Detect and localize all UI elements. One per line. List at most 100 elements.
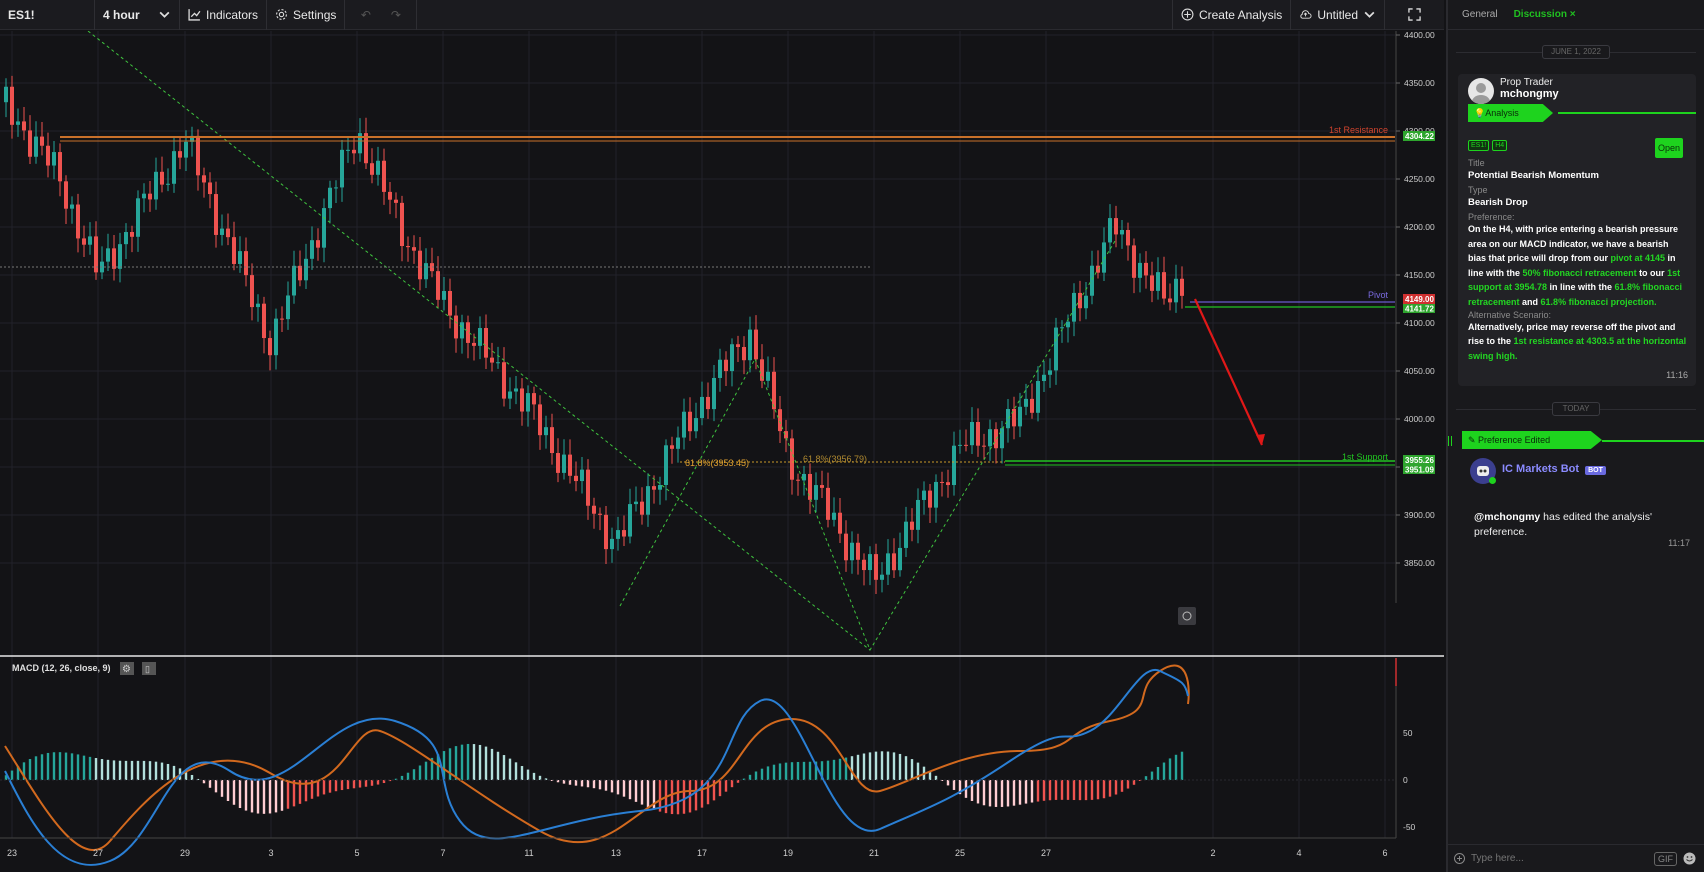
time-tick-label: 17 [697, 848, 707, 858]
lightbulb-icon: 💡 [1474, 108, 1486, 118]
time-tick-label: 2 [1210, 848, 1215, 858]
time-tick-label: 23 [7, 848, 17, 858]
candle-body [700, 396, 704, 419]
fullscreen-button[interactable] [1384, 0, 1444, 30]
mention-user[interactable]: @mchongmy [1474, 511, 1541, 523]
candle-body [1078, 292, 1082, 309]
macd-histogram-bar [1078, 780, 1082, 801]
candle-body [1084, 295, 1088, 309]
macd-delete-button[interactable] [142, 662, 156, 675]
macd-histogram-bar [130, 760, 134, 780]
open-button[interactable]: Open [1655, 138, 1683, 158]
candle-body [964, 444, 968, 446]
tab-discussion[interactable]: Discussion × [1514, 9, 1576, 20]
candle-body [880, 574, 884, 580]
descending-trendline[interactable] [87, 31, 871, 651]
pivot-price-tag-2 [1403, 304, 1435, 313]
macd-histogram-bar [646, 780, 650, 808]
macd-histogram-bar [1108, 780, 1112, 797]
candle-body [262, 303, 266, 339]
fibonacci-zigzag[interactable] [619, 240, 1116, 652]
symbol-selector[interactable]: ES1! [0, 0, 95, 30]
macd-histogram-bar [34, 756, 38, 780]
macd-histogram-bar [358, 780, 362, 788]
candle-body [442, 290, 446, 300]
macd-histogram-bar [850, 756, 854, 780]
candle-body [334, 187, 338, 189]
indicators-label: Indicators [206, 7, 259, 22]
gear-icon: ⚙ [122, 664, 131, 675]
alert-bell-button[interactable] [1178, 607, 1196, 625]
macd-histogram-bar [742, 778, 746, 780]
macd-settings-button[interactable] [120, 662, 134, 675]
undo-icon[interactable]: ↶ [360, 7, 371, 22]
macd-histogram-bar [706, 780, 710, 805]
macd-histogram-bar [622, 780, 626, 797]
pref-fib50: 50% fibonacci retracement [1522, 267, 1637, 278]
candle-body [508, 391, 512, 399]
fullscreen-icon [1408, 8, 1421, 21]
emoji-icon[interactable] [1683, 852, 1696, 865]
macd-histogram-bar [1174, 754, 1178, 780]
macd-histogram-bar [790, 762, 794, 780]
macd-histogram-bar [1006, 780, 1010, 807]
candle-body [1174, 278, 1178, 303]
chart-canvas[interactable]: 1st Resistance Pivot 1st Support 61.8%(3… [0, 31, 1444, 872]
macd-histogram-bar [82, 755, 86, 780]
macd-histogram-bar [1030, 780, 1034, 803]
title-label: Title [1468, 158, 1485, 168]
candle-body [592, 505, 596, 514]
macd-histogram-bar [712, 780, 716, 801]
candle-body [274, 318, 278, 356]
macd-histogram-bar [40, 754, 44, 780]
macd-histogram-bar [1048, 780, 1052, 801]
macd-histogram-bar [436, 754, 440, 780]
macd-histogram-bar [352, 780, 356, 789]
bell-icon [1182, 611, 1192, 621]
candle-body [796, 479, 800, 481]
create-analysis-button[interactable]: Create Analysis [1171, 0, 1290, 30]
layout-name-selector[interactable]: Untitled [1290, 0, 1384, 30]
candle-body [724, 359, 728, 372]
indicators-button[interactable]: Indicators [180, 0, 268, 30]
settings-button[interactable]: Settings [267, 0, 346, 30]
candle-body [286, 295, 290, 320]
macd-histogram-bar [754, 771, 758, 780]
macd-histogram-bar [1024, 780, 1028, 804]
candle-body [682, 411, 686, 438]
macd-histogram-bar [142, 760, 146, 780]
pref-support: 1st support at 3954.78 [1468, 267, 1681, 293]
candle-body [322, 208, 326, 248]
candle-body [862, 559, 866, 571]
candle-body [436, 271, 440, 300]
message-input[interactable] [1471, 853, 1648, 864]
macd-histogram-bar [316, 780, 320, 797]
bearish-arrow[interactable] [1194, 298, 1263, 446]
macd-histogram-bar [70, 753, 74, 780]
candle-body [406, 246, 410, 248]
preference-text: On the H4, with price entering a bearish… [1468, 222, 1688, 310]
gif-button[interactable]: GIF [1654, 851, 1677, 866]
redo-icon[interactable]: ↷ [390, 7, 401, 22]
macd-histogram-bar [286, 780, 290, 809]
price-chart[interactable]: 1st Resistance Pivot 1st Support 61.8%(3… [0, 31, 1444, 872]
macd-histogram-bar [346, 780, 350, 790]
price-tick-label: 4100.00 [1404, 318, 1435, 328]
candle-body [418, 250, 422, 280]
macd-histogram-bar [820, 761, 824, 780]
candle-body [652, 486, 656, 490]
close-icon[interactable]: × [1569, 9, 1576, 20]
add-icon[interactable] [1454, 853, 1465, 864]
candle-body [934, 481, 938, 508]
macd-histogram-bar [394, 778, 398, 780]
candle-body [586, 469, 590, 506]
macd-histogram-bar [838, 758, 842, 780]
interval-selector[interactable]: 4 hour [95, 0, 180, 30]
macd-histogram-bar [154, 761, 158, 780]
macd-histogram-bar [184, 771, 188, 780]
candle-body [598, 513, 602, 515]
macd-histogram-bar [322, 780, 326, 795]
macd-histogram-bar [202, 780, 206, 784]
candle-body [1168, 298, 1172, 303]
tab-general[interactable]: General [1462, 9, 1498, 20]
